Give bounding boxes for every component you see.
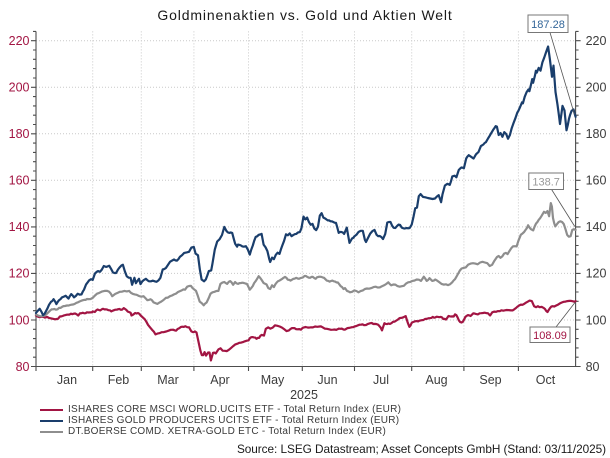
svg-text:100: 100 (9, 313, 30, 327)
svg-text:Feb: Feb (108, 373, 130, 387)
svg-text:Jul: Jul (373, 373, 389, 387)
svg-text:2025: 2025 (290, 388, 318, 402)
svg-text:220: 220 (9, 34, 30, 48)
svg-text:Oct: Oct (536, 373, 556, 387)
svg-text:200: 200 (9, 81, 30, 95)
svg-text:80: 80 (16, 360, 30, 374)
svg-text:Jan: Jan (57, 373, 77, 387)
svg-text:140: 140 (586, 220, 607, 234)
svg-text:80: 80 (586, 360, 600, 374)
svg-text:100: 100 (586, 313, 607, 327)
svg-text:Jun: Jun (317, 373, 337, 387)
svg-text:220: 220 (586, 34, 607, 48)
svg-text:Mar: Mar (157, 373, 179, 387)
svg-text:140: 140 (9, 220, 30, 234)
svg-text:Sep: Sep (479, 373, 501, 387)
svg-text:160: 160 (586, 174, 607, 188)
svg-text:120: 120 (586, 267, 607, 281)
svg-text:120: 120 (9, 267, 30, 281)
svg-text:Apr: Apr (210, 373, 229, 387)
svg-text:160: 160 (9, 174, 30, 188)
svg-text:180: 180 (9, 127, 30, 141)
svg-text:200: 200 (586, 81, 607, 95)
svg-text:180: 180 (586, 127, 607, 141)
svg-text:138.7: 138.7 (532, 176, 560, 188)
svg-text:May: May (261, 373, 285, 387)
svg-text:108.09: 108.09 (533, 330, 567, 342)
svg-text:187.28: 187.28 (531, 19, 565, 31)
svg-text:Aug: Aug (425, 373, 447, 387)
